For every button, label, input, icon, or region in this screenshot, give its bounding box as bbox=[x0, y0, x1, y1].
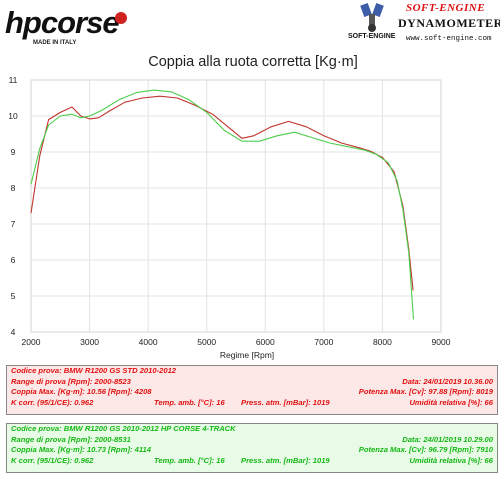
test-date: Data: 24/01/2019 10.36.00 bbox=[402, 376, 493, 386]
test-code: Codice prova: BMW R1200 GS 2010-2012 HP … bbox=[11, 424, 236, 433]
y-tick-label: 6 bbox=[11, 255, 16, 265]
soft-engine-logo: SOFT-ENGINE DYNAMOMETERS SOFT-ENGINE www… bbox=[348, 2, 500, 48]
k-corr: K corr. (95/1/CE): 0.962 bbox=[11, 455, 94, 465]
power-max: Potenza Max. [Cv]: 96.79 [Rpm]: 7910 bbox=[358, 445, 493, 455]
test-date: Data: 24/01/2019 10.29.00 bbox=[402, 434, 493, 444]
x-tick-label: 6000 bbox=[256, 337, 275, 347]
test-info-box-std: Codice prova: BMW R1200 GS STD 2010-2012… bbox=[6, 365, 498, 415]
k-corr: K corr. (95/1/CE): 0.962 bbox=[11, 397, 94, 407]
soft-engine-dynamometers: DYNAMOMETERS bbox=[398, 16, 500, 30]
plot-frame bbox=[30, 79, 442, 333]
y-tick-label: 9 bbox=[11, 147, 16, 157]
x-tick-label: 9000 bbox=[432, 337, 451, 347]
x-tick-label: 3000 bbox=[80, 337, 99, 347]
hp-corse-tagline: MADE IN ITALY bbox=[33, 40, 77, 46]
torque-max: Coppia Max. [Kg·m]: 10.73 [Rpm]: 4114 bbox=[11, 445, 151, 455]
x-tick-label: 4000 bbox=[139, 337, 158, 347]
test-info-box-hp-corse: Codice prova: BMW R1200 GS 2010-2012 HP … bbox=[6, 423, 498, 473]
atm-pressure: Press. atm. [mBar]: 1019 bbox=[241, 455, 330, 465]
relative-humidity: Umidità relativa [%]: 66 bbox=[409, 455, 493, 465]
chart-series bbox=[30, 89, 415, 320]
x-tick-label: 2000 bbox=[22, 337, 41, 347]
header: hpcorse MADE IN ITALY SOFT-ENGINE DYNAMO… bbox=[0, 0, 500, 50]
x-tick-label: 8000 bbox=[373, 337, 392, 347]
test-code: Codice prova: BMW R1200 GS STD 2010-2012 bbox=[11, 366, 177, 375]
test-rpm-range: Range di prova [Rpm]: 2000-8531 bbox=[11, 434, 131, 444]
torque-chart: Coppia alla ruota corretta [Kg·m] 2000 30… bbox=[8, 54, 450, 360]
torque-max: Coppia Max. [Kg·m]: 10.56 [Rpm]: 4208 bbox=[11, 387, 152, 397]
soft-engine-name: SOFT-ENGINE bbox=[406, 2, 486, 14]
y-tick-label: 11 bbox=[9, 75, 18, 85]
y-tick-label: 10 bbox=[8, 111, 18, 121]
hp-corse-dot-icon bbox=[115, 12, 127, 24]
chart-grid bbox=[30, 79, 442, 333]
soft-engine-small-label: SOFT-ENGINE bbox=[348, 33, 396, 40]
hp-corse-brand-text: hpcorse bbox=[5, 5, 120, 40]
chart-title: Coppia alla ruota corretta [Kg·m] bbox=[148, 54, 358, 70]
x-axis-label: Regime [Rpm] bbox=[220, 350, 274, 360]
atm-pressure: Press. atm. [mBar]: 1019 bbox=[241, 397, 330, 407]
relative-humidity: Umidità relativa [%]: 66 bbox=[409, 397, 493, 407]
x-tick-label: 7000 bbox=[314, 337, 333, 347]
ambient-temp: Temp. amb. [°C]: 16 bbox=[154, 397, 225, 407]
x-tick-label: 5000 bbox=[197, 337, 216, 347]
series-line-2 bbox=[30, 89, 415, 320]
piston-icon bbox=[360, 2, 384, 32]
series-line-1 bbox=[30, 95, 414, 291]
y-tick-label: 7 bbox=[11, 219, 16, 229]
ambient-temp: Temp. amb. [°C]: 16 bbox=[154, 455, 225, 465]
power-max: Potenza Max. [Cv]: 97.88 [Rpm]: 8019 bbox=[358, 387, 493, 397]
y-tick-label: 4 bbox=[11, 327, 16, 337]
hp-corse-logo: hpcorse MADE IN ITALY bbox=[3, 4, 153, 50]
y-tick-label: 8 bbox=[11, 183, 16, 193]
y-tick-label: 5 bbox=[11, 291, 16, 301]
soft-engine-url: www.soft-engine.com bbox=[406, 35, 492, 43]
test-rpm-range: Range di prova [Rpm]: 2000-8523 bbox=[11, 376, 131, 386]
chart-axes: 2000 3000 4000 5000 6000 7000 8000 9000 4 5 6 7 8 9 10… bbox=[8, 75, 450, 347]
